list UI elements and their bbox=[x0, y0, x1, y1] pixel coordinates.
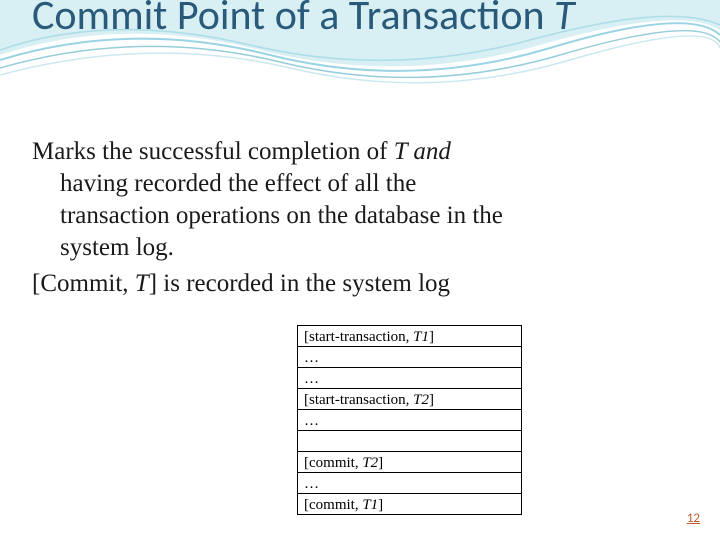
body-text: Marks the successful completion of T and… bbox=[32, 136, 672, 304]
table-cell: [start-transaction, T2] bbox=[298, 389, 522, 410]
log-table-body: [start-transaction, T1]……[start-transact… bbox=[298, 326, 522, 515]
table-row bbox=[298, 431, 522, 452]
table-cell: … bbox=[298, 473, 522, 494]
table-row: [commit, T1] bbox=[298, 494, 522, 515]
title-italic: T bbox=[554, 0, 574, 41]
paragraph-1: Marks the successful completion of T and… bbox=[32, 136, 672, 264]
paragraph-2: [Commit, T] is recorded in the system lo… bbox=[32, 268, 672, 300]
table-row: … bbox=[298, 368, 522, 389]
table-row: [start-transaction, T2] bbox=[298, 389, 522, 410]
table-cell: [start-transaction, T1] bbox=[298, 326, 522, 347]
table-row: [commit, T2] bbox=[298, 452, 522, 473]
table-row: … bbox=[298, 410, 522, 431]
page-number: 12 bbox=[687, 511, 700, 526]
table-row: [start-transaction, T1] bbox=[298, 326, 522, 347]
table-cell: [commit, T1] bbox=[298, 494, 522, 515]
table-row: … bbox=[298, 473, 522, 494]
table-cell: … bbox=[298, 368, 522, 389]
table-cell bbox=[298, 431, 522, 452]
table-cell: … bbox=[298, 410, 522, 431]
table-cell: [commit, T2] bbox=[298, 452, 522, 473]
table-row: … bbox=[298, 347, 522, 368]
table-cell: … bbox=[298, 347, 522, 368]
slide-title: Commit Point of a Transaction T bbox=[32, 0, 688, 40]
title-text: Commit Point of a Transaction bbox=[32, 0, 554, 41]
log-table: [start-transaction, T1]……[start-transact… bbox=[297, 325, 522, 515]
